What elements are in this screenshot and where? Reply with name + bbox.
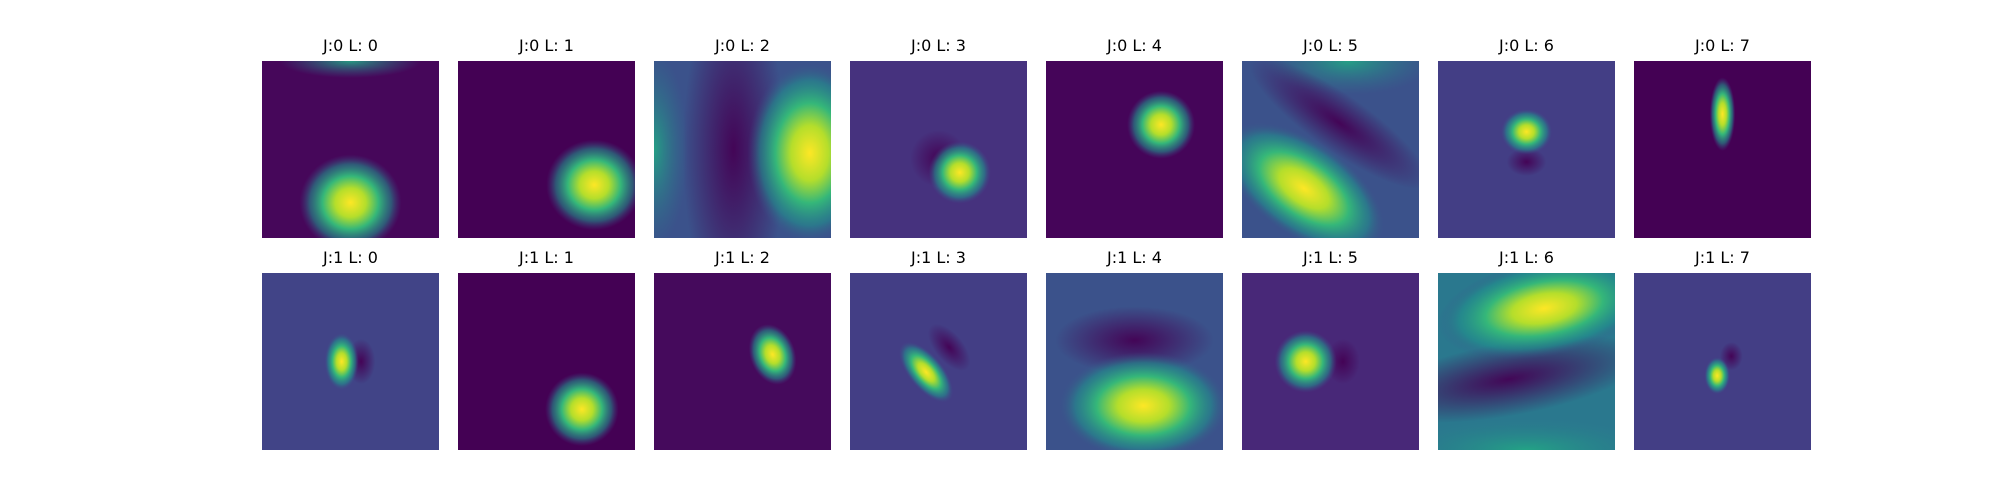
panel-title: J:0 L: 4 [1106,36,1162,55]
heatmap-blob [1438,335,1615,424]
heatmap-blob [1501,109,1552,155]
heatmap-blob [1438,273,1615,360]
heatmap [1634,273,1811,450]
panel-title: J:0 L: 3 [910,36,966,55]
panel-title: J:1 L: 7 [1694,248,1750,267]
panel-title: J:0 L: 2 [714,36,770,55]
heatmap-blob [899,341,954,403]
heatmap-blob [1242,121,1386,238]
heatmap-background [1046,61,1223,238]
heatmap-blob [1709,77,1736,151]
heatmap-blob [299,154,402,238]
heatmap [1242,273,1419,450]
panel-title: J:0 L: 6 [1498,36,1554,55]
heatmap-blob [1127,90,1196,159]
heatmap-blob [546,139,635,231]
heatmap [1242,61,1419,238]
panel-title: J:1 L: 5 [1302,248,1358,267]
heatmap-blob [1438,416,1615,450]
heatmap-blob [654,61,688,238]
panel-title: J:1 L: 3 [910,248,966,267]
heatmap-blob [928,141,991,204]
heatmap [1438,273,1615,450]
heatmap-blob [1506,147,1547,177]
heatmap [262,273,439,450]
heatmap-background [654,273,831,450]
panel-title: J:1 L: 2 [714,248,770,267]
panel-title: J:0 L: 1 [518,36,574,55]
heatmap [1046,61,1223,238]
heatmap [654,61,831,238]
heatmap [1438,61,1615,238]
heatmap-blob [545,372,619,447]
heatmap-blob [747,62,831,238]
panel-title: J:1 L: 4 [1106,248,1162,267]
heatmap-blob [279,61,422,78]
heatmap [458,61,635,238]
heatmap-blob [1249,61,1419,189]
panel-title: J:0 L: 7 [1694,36,1750,55]
heatmap-blob [1274,330,1337,393]
panel-title: J:1 L: 6 [1498,248,1554,267]
heatmap-blob [1704,357,1730,395]
heatmap [654,273,831,450]
heatmap [850,273,1027,450]
heatmap-blob [927,323,971,371]
panel-title: J:0 L: 5 [1302,36,1358,55]
heatmap-blob [748,324,797,385]
heatmap [458,273,635,450]
heatmap-blob [324,333,359,390]
heatmap [262,61,439,238]
panel-title: J:1 L: 0 [322,248,378,267]
heatmap [850,61,1027,238]
panel-title: J:1 L: 1 [518,248,574,267]
heatmap-blob [1058,351,1223,450]
panel-title: J:0 L: 0 [322,36,378,55]
heatmap [1046,273,1223,450]
heatmap [1634,61,1811,238]
